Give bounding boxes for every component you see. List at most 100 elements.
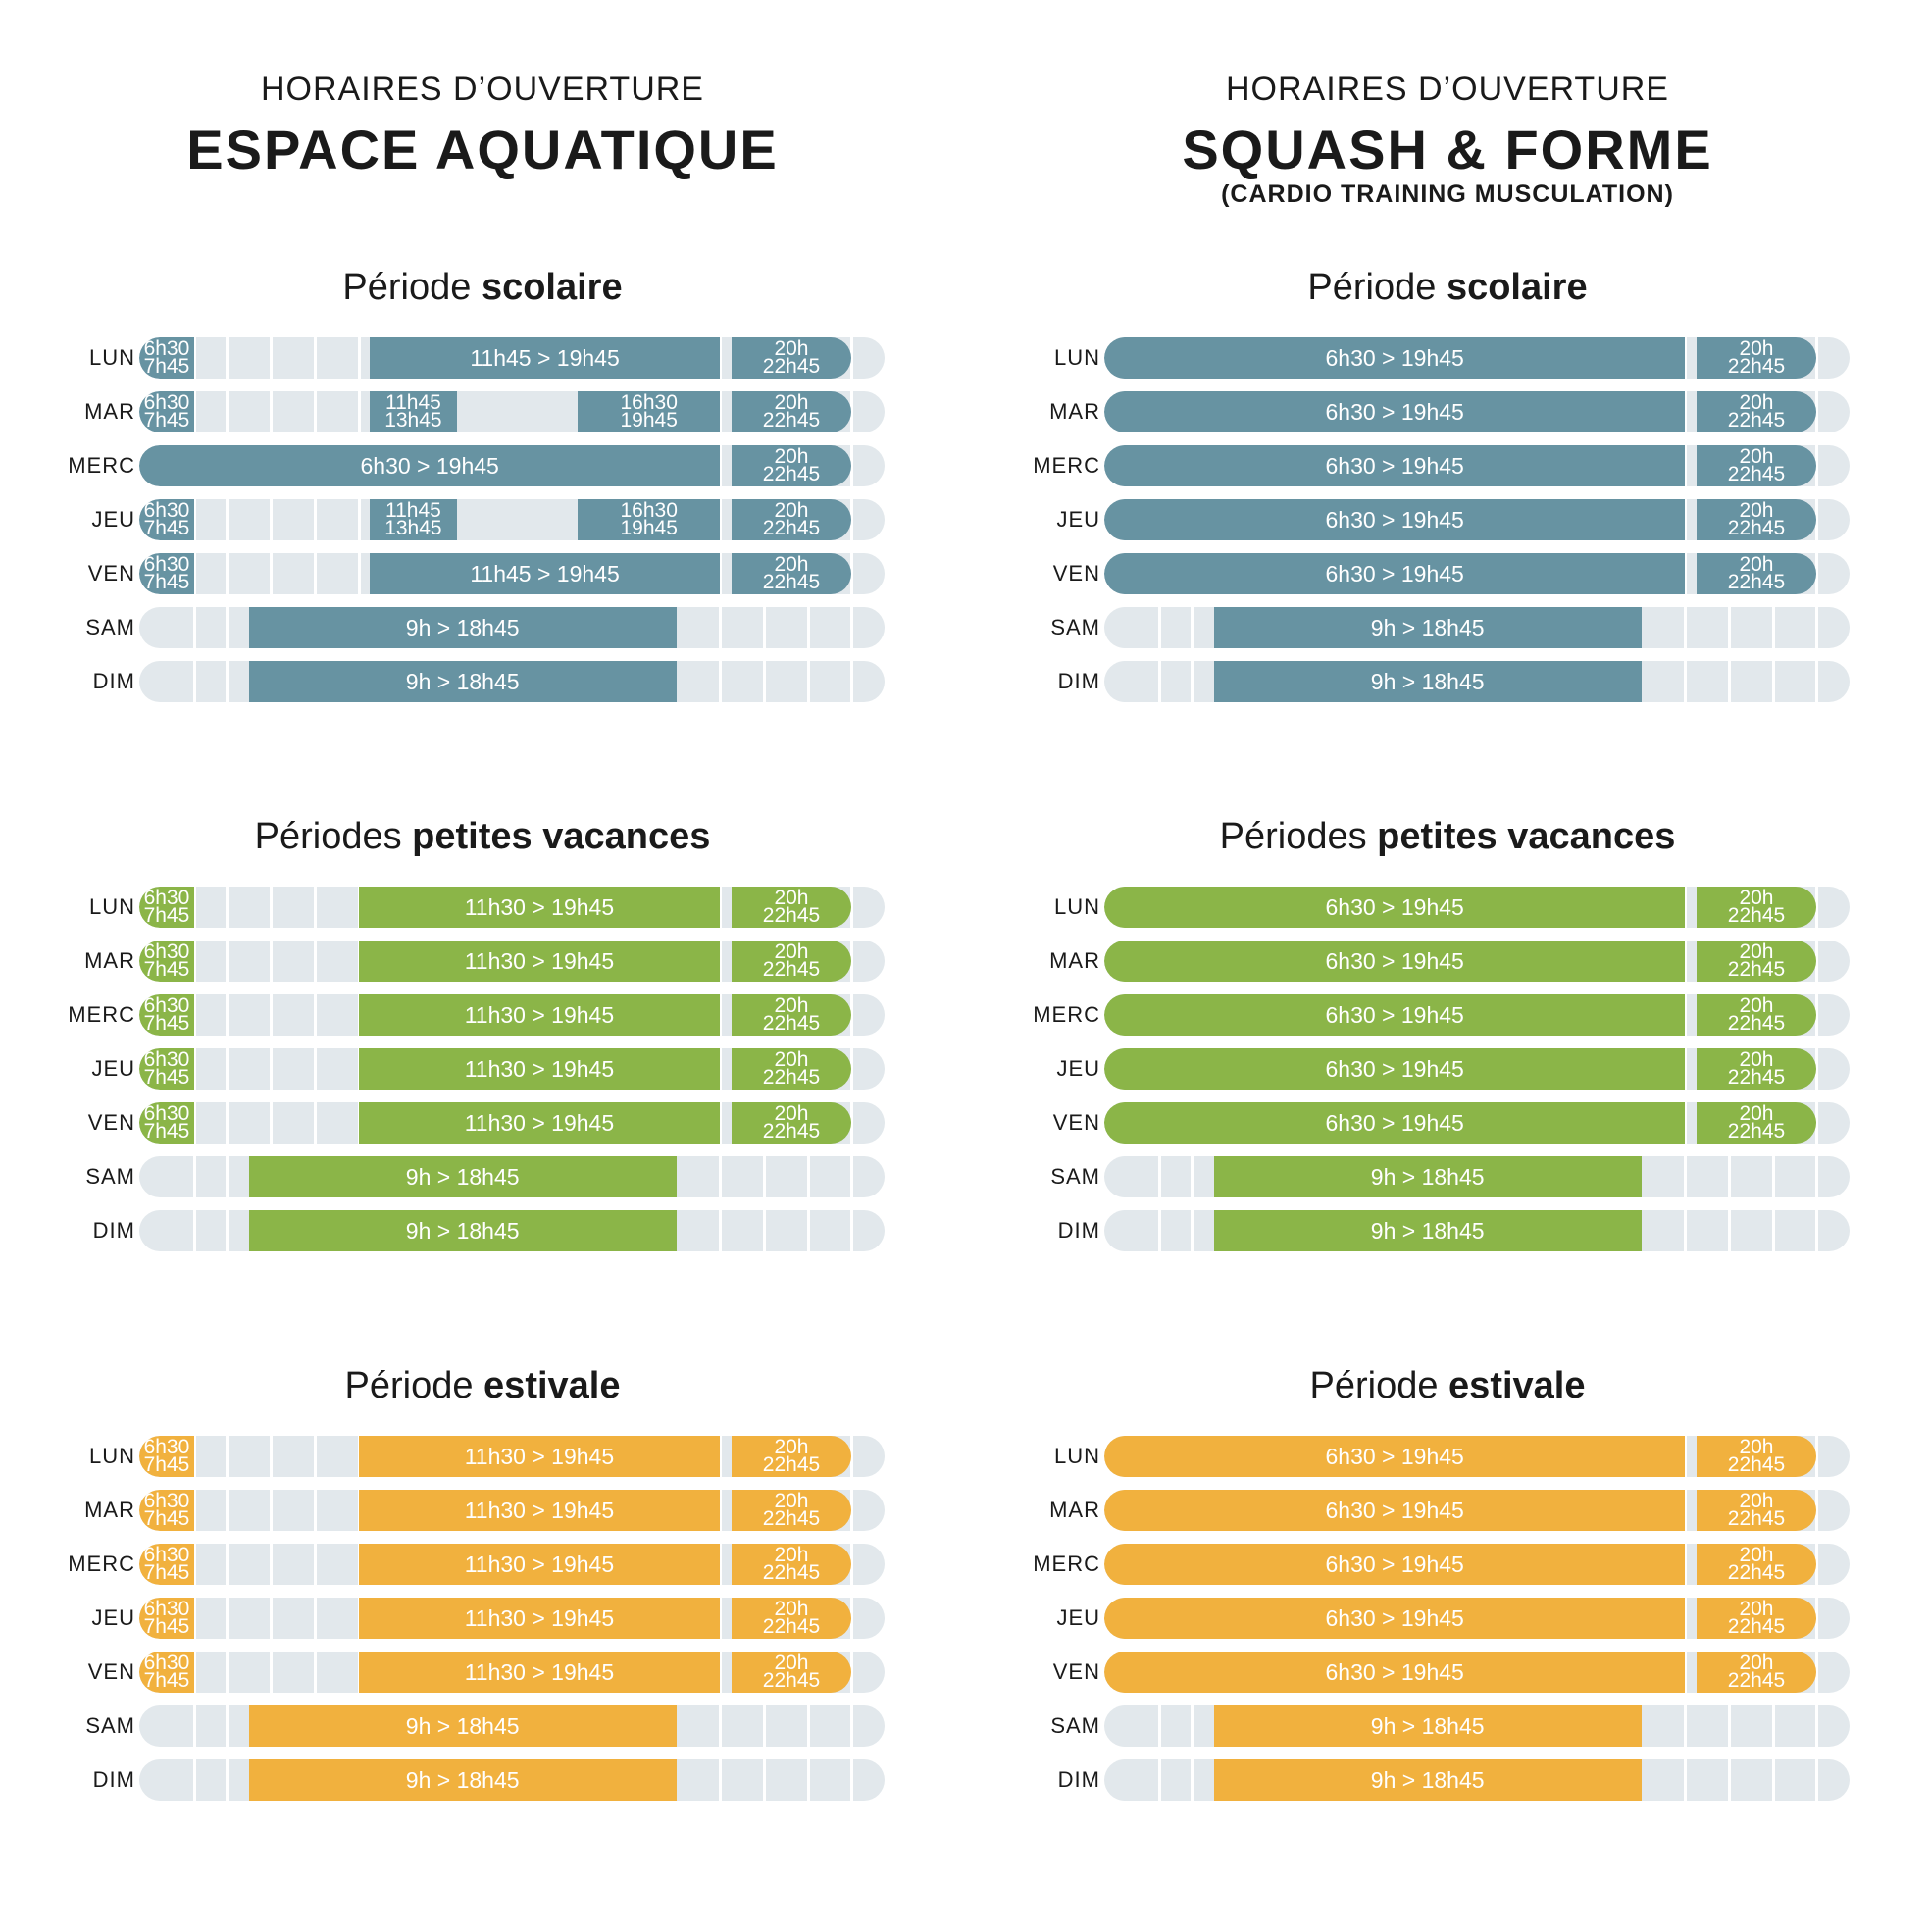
hour-divider <box>226 1048 229 1090</box>
slot-time-label: 9h > 18h45 <box>405 1217 520 1244</box>
hour-divider <box>806 1705 810 1747</box>
hour-divider <box>850 1156 854 1197</box>
slot-time-label: 11h30 > 19h45 <box>464 1055 615 1082</box>
hour-divider <box>806 1210 810 1251</box>
hour-divider <box>1771 1210 1775 1251</box>
slot-time-label: 7h45 <box>143 1561 190 1584</box>
hour-divider <box>313 1490 317 1531</box>
slot-time-label: 22h45 <box>1727 1615 1786 1638</box>
slot-time-label: 6h30 > 19h45 <box>1325 1001 1464 1028</box>
schedule-row: MERC 6h30 > 19h45 20h 22h45 <box>965 994 1930 1036</box>
hour-divider <box>226 1490 229 1531</box>
period-title: Période scolaire <box>965 267 1930 309</box>
opening-slot: 6h30 > 19h45 <box>1104 553 1686 594</box>
slot-time-label: 7h45 <box>143 1012 190 1035</box>
timeline-track: 6h30 7h45 11h30 > 19h45 20h 22h45 <box>139 1544 885 1585</box>
timeline-track: 9h > 18h45 <box>139 1705 885 1747</box>
slot-time-label: 22h45 <box>1727 409 1786 432</box>
slot-time-label: 22h45 <box>1727 463 1786 485</box>
timeline-track: 6h30 7h45 11h30 > 19h45 20h 22h45 <box>139 887 885 928</box>
day-label: JEU <box>1056 507 1100 532</box>
slot-time-label: 20h <box>1739 445 1774 468</box>
opening-slot: 6h30 7h45 <box>139 1436 194 1477</box>
hour-divider <box>313 1436 317 1477</box>
hour-divider <box>270 941 274 982</box>
slot-time-label: 20h <box>1739 1652 1774 1674</box>
period-title-emphasis: scolaire <box>481 267 623 308</box>
slot-time-label: 7h45 <box>143 1669 190 1692</box>
slot-time-label: 22h45 <box>1727 355 1786 378</box>
day-label: MERC <box>68 1002 135 1027</box>
slot-time-label: 22h45 <box>1727 1507 1786 1530</box>
timeline-track: 6h30 > 19h45 20h 22h45 <box>1104 1048 1850 1090</box>
opening-slot: 20h 22h45 <box>731 1544 852 1585</box>
hour-divider <box>270 994 274 1036</box>
hour-divider <box>850 1210 854 1251</box>
hour-divider <box>1815 1102 1819 1144</box>
slot-time-label: 7h45 <box>143 517 190 539</box>
hour-divider <box>1191 661 1194 702</box>
slot-time-label: 11h30 > 19h45 <box>464 1109 615 1136</box>
hour-divider <box>850 1598 854 1639</box>
opening-slot: 20h 22h45 <box>731 445 852 486</box>
hour-divider <box>719 1210 723 1251</box>
schedule-row: VEN 6h30 7h45 11h30 > 19h45 20h 22h45 <box>0 1652 965 1693</box>
slot-time-label: 6h30 > 19h45 <box>1325 1658 1464 1685</box>
slot-time-label: 9h > 18h45 <box>1370 668 1485 694</box>
slot-time-label: 13h45 <box>384 409 442 432</box>
slot-time-label: 11h30 > 19h45 <box>464 1551 615 1577</box>
opening-slot: 20h 22h45 <box>1696 337 1817 379</box>
slot-time-label: 6h30 > 19h45 <box>1325 1604 1464 1631</box>
hour-divider <box>806 607 810 648</box>
day-label: SAM <box>1050 1713 1100 1738</box>
schedule-row: LUN 6h30 7h45 11h30 > 19h45 20h 22h45 <box>0 1436 965 1477</box>
slot-time-label: 11h30 > 19h45 <box>464 947 615 974</box>
period-title-emphasis: estivale <box>1448 1365 1586 1406</box>
slot-time-label: 22h45 <box>762 1507 821 1530</box>
hour-divider <box>313 994 317 1036</box>
slot-time-label: 7h45 <box>143 958 190 981</box>
schedule-row: MAR 6h30 > 19h45 20h 22h45 <box>965 1490 1930 1531</box>
opening-slot: 20h 22h45 <box>1696 941 1817 982</box>
period-title: Période estivale <box>965 1365 1930 1407</box>
opening-slot: 6h30 7h45 <box>139 994 194 1036</box>
schedule-row: VEN 6h30 7h45 11h45 > 19h45 20h 22h45 <box>0 553 965 594</box>
slot-time-label: 6h30 > 19h45 <box>1325 452 1464 479</box>
hour-divider <box>719 1156 723 1197</box>
slot-time-label: 11h45 > 19h45 <box>470 344 620 371</box>
timeline-track: 9h > 18h45 <box>1104 1705 1850 1747</box>
slot-time-label: 6h30 <box>143 1102 190 1125</box>
day-label: VEN <box>87 1659 135 1684</box>
slot-time-label: 7h45 <box>143 1120 190 1143</box>
slot-time-label: 22h45 <box>762 1012 821 1035</box>
hour-divider <box>850 941 854 982</box>
hour-divider <box>850 1102 854 1144</box>
opening-slot: 9h > 18h45 <box>248 607 677 648</box>
opening-slot: 9h > 18h45 <box>1213 661 1642 702</box>
hour-divider <box>1771 1156 1775 1197</box>
day-label: DIM <box>92 669 135 693</box>
opening-slot: 6h30 7h45 <box>139 1598 194 1639</box>
hour-divider <box>192 1598 196 1639</box>
schedule-row: MAR 6h30 7h45 11h30 > 19h45 20h 22h45 <box>0 941 965 982</box>
slot-time-label: 11h45 <box>384 499 441 522</box>
opening-slot: 11h30 > 19h45 <box>358 1544 721 1585</box>
timeline-track: 9h > 18h45 <box>139 1759 885 1801</box>
opening-slot: 20h 22h45 <box>731 1490 852 1531</box>
slot-time-label: 6h30 > 19h45 <box>1325 1497 1464 1523</box>
day-label: LUN <box>88 1444 135 1468</box>
day-label: JEU <box>91 1056 135 1081</box>
opening-slot: 20h 22h45 <box>731 1102 852 1144</box>
day-label: MAR <box>84 948 135 973</box>
day-label: SAM <box>85 615 135 639</box>
hour-divider <box>192 887 196 928</box>
schedule-row: DIM 9h > 18h45 <box>965 1210 1930 1251</box>
slot-time-label: 20h <box>1739 499 1774 522</box>
hour-divider <box>270 887 274 928</box>
day-label: SAM <box>85 1713 135 1738</box>
hour-divider <box>1684 607 1688 648</box>
slot-time-label: 6h30 > 19h45 <box>1325 1109 1464 1136</box>
opening-slot: 11h30 > 19h45 <box>358 1048 721 1090</box>
slot-time-label: 22h45 <box>762 1669 821 1692</box>
hour-divider <box>719 607 723 648</box>
